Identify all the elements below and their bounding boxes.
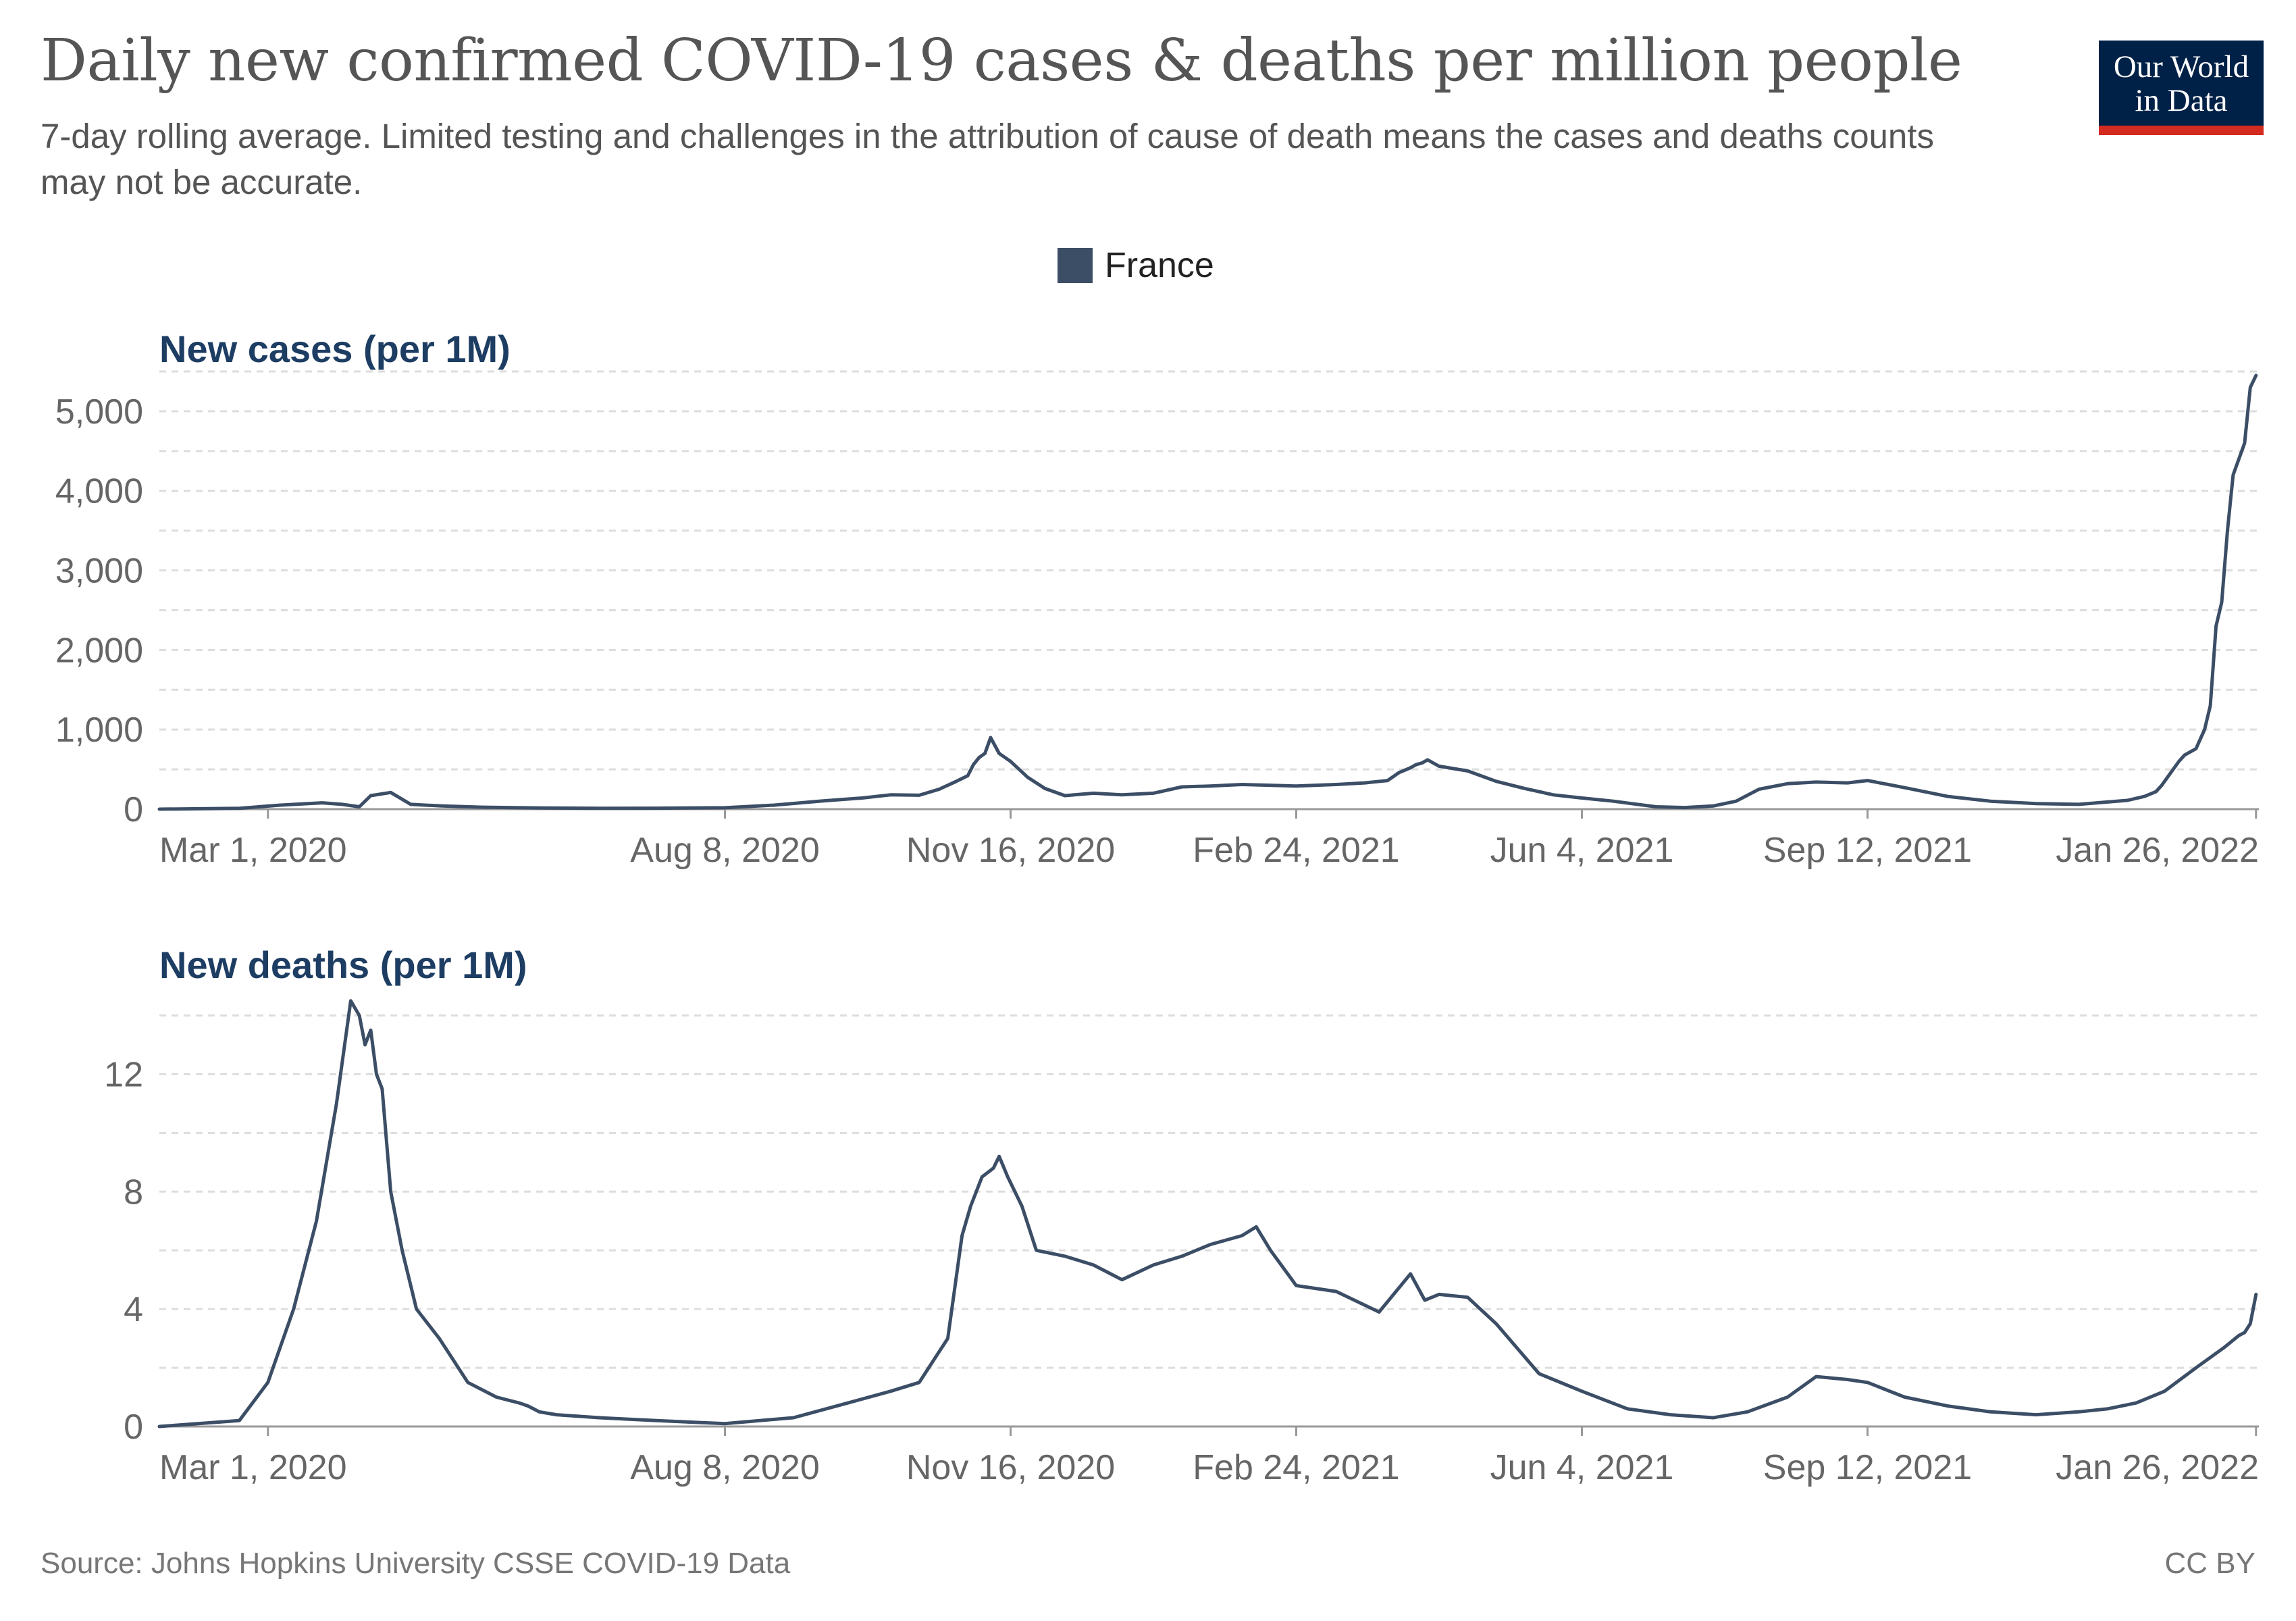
- logo-line-1: Our World: [2113, 49, 2249, 84]
- cases-x-tick-label: Nov 16, 2020: [906, 831, 1115, 870]
- deaths-y-tick-label: 8: [124, 1173, 143, 1212]
- cases-y-tick-label: 3,000: [55, 552, 143, 591]
- cases-y-tick-label: 4,000: [55, 472, 143, 511]
- deaths-x-tick-label: Jun 4, 2021: [1490, 1448, 1674, 1487]
- cases-y-tick-label: 0: [124, 790, 143, 829]
- deaths-y-tick-label: 12: [104, 1055, 143, 1094]
- deaths-series-line-france: [157, 999, 2258, 1429]
- cases-y-tick-label: 2,000: [55, 631, 143, 670]
- license-link[interactable]: CC BY: [2164, 1547, 2255, 1580]
- deaths-x-tick-label: Jan 26, 2022: [2056, 1448, 2259, 1487]
- deaths-x-tick-label: Feb 24, 2021: [1193, 1448, 1399, 1487]
- logo-line-2: in Data: [2135, 83, 2228, 118]
- deaths-x-tick-label: Nov 16, 2020: [906, 1448, 1115, 1487]
- deaths-x-tick-label: Aug 8, 2020: [630, 1448, 819, 1487]
- cases-x-tick-label: Feb 24, 2021: [1193, 831, 1399, 870]
- deaths-panel-title: New deaths (per 1M): [159, 944, 527, 986]
- legend-label-france: France: [1105, 246, 1214, 285]
- cases-x-tick-label: Jun 4, 2021: [1490, 831, 1674, 870]
- cases-x-tick-label: Sep 12, 2021: [1763, 831, 1972, 870]
- deaths-y-tick-label: 4: [124, 1290, 143, 1329]
- chart-title: Daily new confirmed COVID-19 cases & dea…: [41, 27, 1962, 95]
- our-world-in-data-logo[interactable]: Our World in Data: [2099, 41, 2264, 135]
- deaths-x-tick-label: Mar 1, 2020: [159, 1448, 347, 1487]
- deaths-x-tick-label: Sep 12, 2021: [1763, 1448, 1972, 1487]
- cases-y-tick-label: 5,000: [55, 392, 143, 432]
- cases-series-line-france: [157, 374, 2258, 811]
- legend[interactable]: France: [1058, 242, 1214, 289]
- cases-panel-title: New cases (per 1M): [159, 328, 511, 370]
- legend-swatch-france: [1058, 248, 1093, 283]
- logo-red-bar: [2099, 126, 2264, 135]
- cases-x-tick-label: Mar 1, 2020: [159, 831, 347, 870]
- deaths-y-tick-label: 0: [124, 1408, 143, 1447]
- chart-subtitle: 7-day rolling average. Limited testing a…: [41, 117, 1934, 201]
- cases-y-tick-label: 1,000: [55, 711, 143, 750]
- source-note: Source: Johns Hopkins University CSSE CO…: [41, 1547, 791, 1580]
- cases-x-tick-label: Aug 8, 2020: [630, 831, 819, 870]
- cases-x-tick-label: Jan 26, 2022: [2056, 831, 2259, 870]
